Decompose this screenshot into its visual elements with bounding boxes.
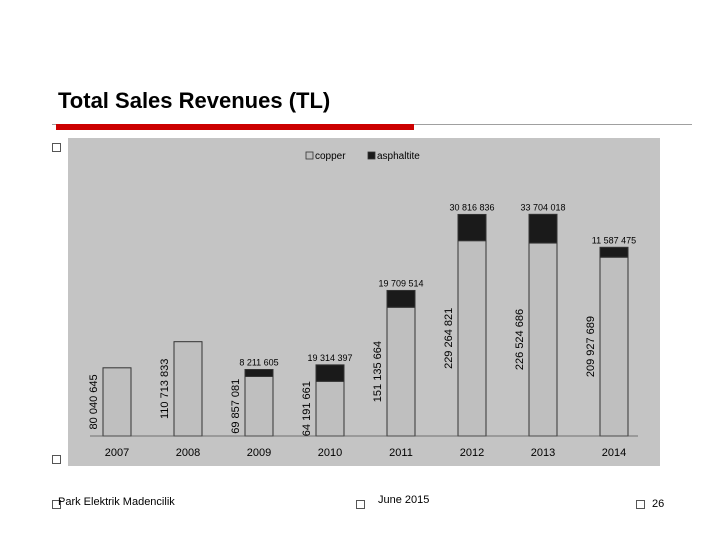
- x-tick-label-2011: 2011: [389, 447, 413, 459]
- bullet-marker: [52, 455, 61, 464]
- x-tick-label-2009: 2009: [247, 447, 271, 459]
- data-label-asphaltite-2011: 19 709 514: [378, 278, 423, 288]
- slide-title: Total Sales Revenues (TL): [58, 88, 331, 113]
- data-label-asphaltite-2013: 33 704 018: [520, 202, 565, 212]
- data-label-copper-2013: 226 524 686: [514, 309, 526, 370]
- bullet-marker: [636, 500, 645, 509]
- x-tick-label-2014: 2014: [602, 447, 626, 459]
- bar-copper-2011: [386, 306, 416, 437]
- bullet-marker: [52, 500, 61, 509]
- x-tick-label-2008: 2008: [176, 447, 200, 459]
- bullet-marker: [52, 143, 61, 152]
- data-label-copper-2012: 229 264 821: [443, 308, 455, 369]
- data-label-asphaltite-2009: 8 211 605: [239, 357, 278, 367]
- bar-asphaltite-2012: [457, 213, 487, 242]
- page-number: 26: [652, 498, 665, 510]
- bar-asphaltite-2011: [386, 289, 416, 308]
- legend-swatch-asphaltite: [367, 151, 376, 160]
- data-label-copper-2007: 80 040 645: [88, 374, 100, 429]
- legend-swatch-copper: [305, 151, 314, 160]
- legend-label-asphaltite: asphaltite: [377, 151, 420, 162]
- x-tick-label-2007: 2007: [105, 447, 129, 459]
- bar-copper-2009: [244, 375, 274, 437]
- x-tick-label-2010: 2010: [318, 447, 342, 459]
- bar-copper-2010: [315, 380, 345, 437]
- data-label-copper-2008: 110 713 833: [159, 359, 171, 419]
- footer-company: Park Elektrik Madencilik: [58, 496, 175, 508]
- bar-copper-2014: [599, 256, 629, 437]
- chart-x-axis: 2007 2008 2009 2010 2011 2012 2013 2014: [90, 435, 638, 459]
- legend-label-copper: copper: [315, 151, 346, 162]
- chart-bars: [102, 213, 629, 437]
- bar-asphaltite-2014: [599, 246, 629, 258]
- bar-copper-2013: [528, 242, 558, 437]
- data-label-asphaltite-2012: 30 816 836: [449, 202, 494, 212]
- bar-copper-2008: [173, 341, 203, 437]
- chart-data-labels: 80 040 645 110 713 833 69 857 081 8 211 605…: [88, 202, 636, 436]
- chart-legend: copper asphaltite: [305, 151, 420, 162]
- bar-asphaltite-2009: [244, 368, 274, 377]
- data-label-copper-2014: 209 927 689: [585, 316, 597, 377]
- chart-area: copper asphaltite 80 040 645 110 713 833 69…: [68, 138, 660, 466]
- bullet-marker: [356, 500, 365, 509]
- bar-copper-2007: [102, 367, 132, 437]
- x-tick-label-2013: 2013: [531, 447, 555, 459]
- footer-date: June 2015: [378, 494, 430, 506]
- bar-copper-2012: [457, 240, 487, 437]
- title-accent-bar: [56, 124, 414, 130]
- sales-revenue-chart: copper asphaltite 80 040 645 110 713 833 69…: [88, 151, 638, 459]
- bar-asphaltite-2010: [315, 364, 345, 382]
- x-tick-label-2012: 2012: [460, 447, 484, 459]
- bar-asphaltite-2013: [528, 213, 558, 244]
- data-label-asphaltite-2014: 11 587 475: [592, 235, 636, 245]
- data-label-asphaltite-2010: 19 314 397: [307, 353, 352, 363]
- data-label-copper-2011: 151 135 664: [372, 341, 384, 402]
- data-label-copper-2009: 69 857 081: [230, 379, 242, 434]
- data-label-copper-2010: 64 191 661: [301, 381, 313, 436]
